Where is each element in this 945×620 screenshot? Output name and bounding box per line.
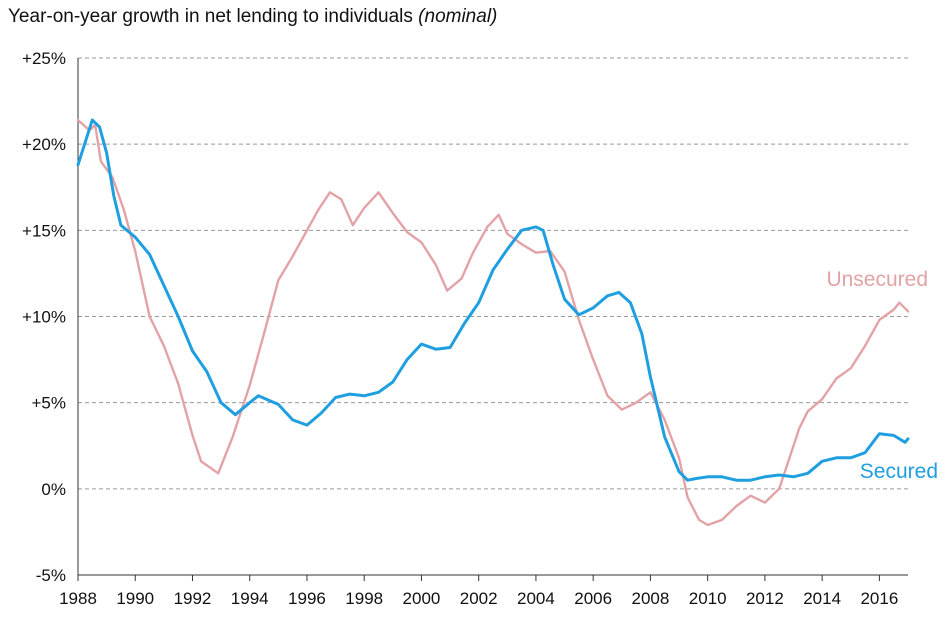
y-tick-label: +25% bbox=[22, 49, 66, 68]
series-labels: Secured Unsecured bbox=[826, 268, 938, 483]
x-tick-label: 2006 bbox=[574, 589, 612, 608]
x-tick-label: 2014 bbox=[803, 589, 841, 608]
x-tick-label: 2008 bbox=[631, 589, 669, 608]
series-label-secured: Secured bbox=[860, 460, 938, 483]
y-tick-label: +15% bbox=[22, 221, 66, 240]
x-tick-label: 1992 bbox=[174, 589, 212, 608]
x-tick-label: 2002 bbox=[460, 589, 498, 608]
x-tick-label: 1994 bbox=[231, 589, 269, 608]
x-tick-label: 2000 bbox=[403, 589, 441, 608]
x-tick-label: 2012 bbox=[746, 589, 784, 608]
x-tick-label: 1998 bbox=[345, 589, 383, 608]
x-tick-label: 1988 bbox=[59, 589, 97, 608]
x-axis-ticks: 1988 1990 1992 1994 1996 1998 2000 2002 2004 2006… bbox=[59, 575, 898, 608]
x-tick-label: 2004 bbox=[517, 589, 555, 608]
axes bbox=[77, 58, 908, 576]
x-tick-label: 2010 bbox=[689, 589, 727, 608]
y-axis-ticks: +25% +20% +15% +10% +5% 0% -5% bbox=[22, 49, 66, 585]
series-line-unsecured bbox=[76, 118, 910, 527]
chart-subtitle: (nominal) bbox=[418, 6, 498, 27]
x-tick-label: 1996 bbox=[288, 589, 326, 608]
x-tick-label: 2016 bbox=[860, 589, 898, 608]
series-lines bbox=[76, 118, 910, 527]
y-tick-label: -5% bbox=[36, 566, 66, 585]
chart-title: Year-on-year growth in net lending to in… bbox=[8, 6, 497, 28]
y-tick-label: +5% bbox=[32, 394, 67, 413]
y-tick-label: 0% bbox=[41, 480, 66, 499]
grid-lines bbox=[78, 57, 908, 490]
x-tick-label: 1990 bbox=[116, 589, 154, 608]
series-line-secured bbox=[76, 118, 910, 482]
y-tick-label: +20% bbox=[22, 135, 66, 154]
series-label-unsecured: Unsecured bbox=[826, 268, 928, 291]
chart-title-text: Year-on-year growth in net lending to in… bbox=[8, 6, 413, 27]
y-tick-label: +10% bbox=[22, 308, 66, 327]
